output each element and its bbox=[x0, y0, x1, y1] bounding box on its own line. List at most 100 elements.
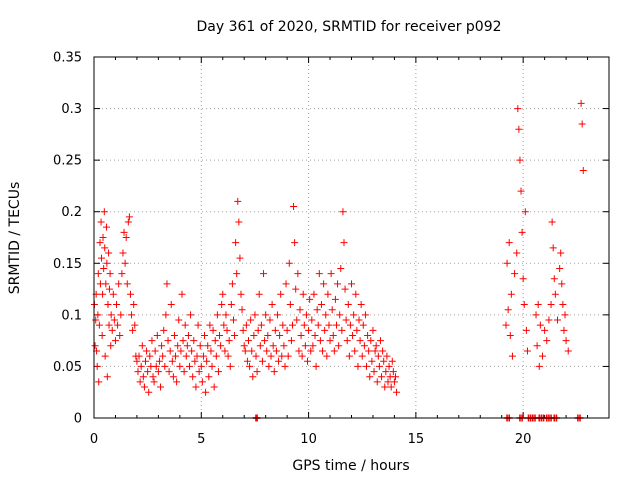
data-point bbox=[163, 280, 171, 288]
data-point bbox=[208, 362, 216, 370]
data-point bbox=[279, 321, 287, 329]
data-point bbox=[305, 326, 313, 334]
data-point bbox=[154, 368, 162, 376]
data-point bbox=[345, 352, 353, 360]
data-point bbox=[508, 352, 516, 360]
data-point bbox=[229, 316, 237, 324]
data-point bbox=[506, 331, 514, 339]
data-point bbox=[174, 342, 182, 350]
data-point bbox=[101, 244, 109, 252]
data-point bbox=[226, 362, 234, 370]
data-point bbox=[317, 301, 325, 309]
data-point bbox=[278, 352, 286, 360]
data-point bbox=[269, 342, 277, 350]
data-point bbox=[254, 326, 262, 334]
data-point bbox=[94, 311, 102, 319]
data-point bbox=[188, 347, 196, 355]
data-point bbox=[332, 321, 340, 329]
data-point bbox=[241, 347, 249, 355]
plot-frame bbox=[93, 56, 610, 419]
data-point bbox=[175, 316, 183, 324]
data-point bbox=[556, 264, 564, 272]
data-point bbox=[387, 383, 395, 391]
data-point bbox=[227, 301, 235, 309]
data-point bbox=[204, 342, 212, 350]
data-point bbox=[262, 311, 270, 319]
x-tick-label: 0 bbox=[90, 432, 98, 447]
data-point bbox=[176, 362, 184, 370]
data-point bbox=[157, 383, 165, 391]
data-point bbox=[541, 326, 549, 334]
data-point bbox=[107, 311, 115, 319]
data-point bbox=[124, 218, 132, 226]
data-point bbox=[101, 352, 109, 360]
data-point bbox=[371, 347, 379, 355]
data-point bbox=[145, 388, 153, 396]
data-point bbox=[366, 373, 374, 381]
data-point bbox=[356, 337, 364, 345]
data-point bbox=[115, 280, 123, 288]
data-point bbox=[326, 337, 334, 345]
data-point bbox=[119, 249, 127, 257]
data-point bbox=[131, 321, 139, 329]
data-point bbox=[114, 321, 122, 329]
data-point bbox=[314, 321, 322, 329]
data-point bbox=[272, 347, 280, 355]
data-point bbox=[206, 321, 214, 329]
data-point bbox=[228, 280, 236, 288]
data-point bbox=[143, 347, 151, 355]
data-point bbox=[369, 326, 377, 334]
data-point bbox=[321, 326, 329, 334]
data-point bbox=[218, 301, 226, 309]
data-point bbox=[322, 311, 330, 319]
data-point bbox=[98, 254, 106, 262]
data-point bbox=[144, 368, 152, 376]
data-point bbox=[198, 378, 206, 386]
data-point bbox=[97, 218, 105, 226]
data-point bbox=[199, 352, 207, 360]
data-point bbox=[182, 352, 190, 360]
data-point bbox=[393, 388, 401, 396]
data-point bbox=[518, 228, 526, 236]
data-point bbox=[219, 290, 227, 298]
data-point bbox=[273, 311, 281, 319]
data-point bbox=[190, 337, 198, 345]
data-point bbox=[94, 270, 102, 278]
data-point bbox=[346, 321, 354, 329]
data-point bbox=[170, 331, 178, 339]
data-point bbox=[577, 99, 585, 107]
data-point bbox=[379, 347, 387, 355]
data-point bbox=[298, 352, 306, 360]
data-point bbox=[98, 331, 106, 339]
data-point bbox=[503, 259, 511, 267]
data-point bbox=[336, 311, 344, 319]
data-point bbox=[557, 249, 565, 257]
data-point bbox=[287, 337, 295, 345]
data-point bbox=[292, 285, 300, 293]
data-point bbox=[247, 316, 255, 324]
data-point bbox=[109, 290, 117, 298]
data-point bbox=[249, 373, 257, 381]
data-point bbox=[549, 244, 557, 252]
data-point bbox=[91, 342, 99, 350]
data-point bbox=[348, 280, 355, 288]
y-tick-label: 0.1 bbox=[61, 308, 82, 323]
data-point bbox=[516, 156, 524, 164]
data-point bbox=[384, 378, 392, 386]
data-point bbox=[177, 347, 185, 355]
data-point bbox=[130, 301, 138, 309]
data-point bbox=[290, 203, 298, 211]
data-point bbox=[238, 306, 246, 314]
data-point bbox=[334, 280, 342, 288]
data-point bbox=[353, 326, 361, 334]
data-point bbox=[521, 208, 529, 216]
data-point bbox=[381, 383, 389, 391]
data-point bbox=[155, 357, 163, 365]
data-point bbox=[296, 306, 304, 314]
data-point bbox=[236, 254, 244, 262]
data-point bbox=[341, 285, 349, 293]
data-point bbox=[545, 316, 553, 324]
data-point bbox=[323, 352, 331, 360]
data-point bbox=[260, 270, 268, 278]
data-point bbox=[106, 270, 114, 278]
